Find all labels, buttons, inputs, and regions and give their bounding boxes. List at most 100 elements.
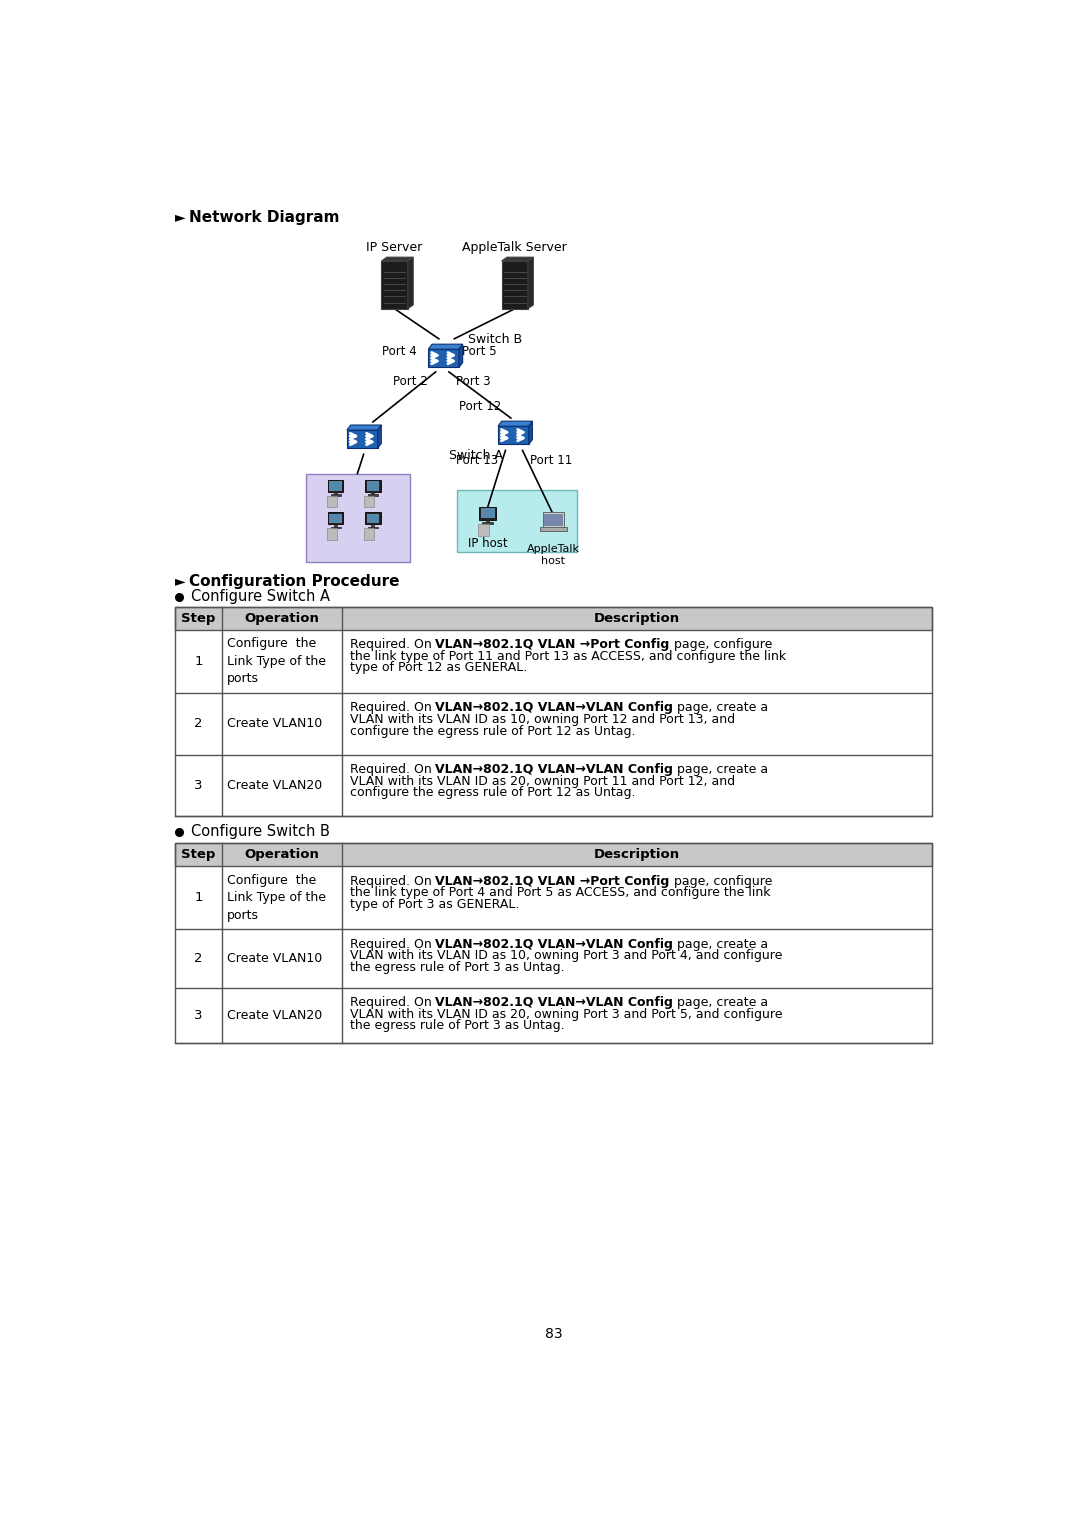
- Text: Port 13: Port 13: [456, 454, 498, 467]
- Text: configure the egress rule of Port 12 as Untag.: configure the egress rule of Port 12 as …: [350, 786, 635, 799]
- Text: page, configure: page, configure: [670, 638, 772, 652]
- Text: 83: 83: [544, 1327, 563, 1341]
- Polygon shape: [347, 431, 378, 447]
- Text: Port 3: Port 3: [456, 376, 490, 388]
- Text: Port 4: Port 4: [382, 345, 417, 359]
- Bar: [329, 513, 342, 522]
- Text: Port 5: Port 5: [462, 345, 497, 359]
- Text: type of Port 12 as GENERAL.: type of Port 12 as GENERAL.: [350, 661, 527, 675]
- Text: 2: 2: [194, 953, 203, 965]
- Polygon shape: [540, 527, 567, 531]
- Text: Create VLAN10: Create VLAN10: [227, 718, 323, 730]
- Text: 2: 2: [194, 718, 203, 730]
- Text: VLAN→802.1Q VLAN→VLAN Config: VLAN→802.1Q VLAN→VLAN Config: [435, 764, 673, 776]
- Text: Required. On: Required. On: [350, 996, 435, 1009]
- Text: Port 12: Port 12: [459, 400, 501, 414]
- Bar: [544, 513, 563, 525]
- Bar: [328, 512, 343, 524]
- Text: Operation: Operation: [244, 612, 320, 625]
- Text: ►: ►: [175, 211, 186, 224]
- Text: Switch A: Switch A: [449, 449, 503, 461]
- Text: Switch B: Switch B: [469, 333, 523, 347]
- Text: Required. On: Required. On: [350, 875, 435, 887]
- Bar: [175, 606, 932, 629]
- Text: type of Port 3 as GENERAL.: type of Port 3 as GENERAL.: [350, 898, 519, 910]
- Text: Create VLAN20: Create VLAN20: [227, 1009, 323, 1022]
- Text: 3: 3: [194, 1009, 203, 1022]
- Polygon shape: [381, 257, 414, 261]
- Text: page, create a: page, create a: [673, 996, 769, 1009]
- Bar: [175, 866, 932, 930]
- Text: 1: 1: [194, 892, 203, 904]
- Bar: [365, 479, 380, 492]
- Text: Configure Switch A: Configure Switch A: [191, 589, 329, 605]
- Text: 3: 3: [194, 779, 203, 793]
- Polygon shape: [498, 426, 529, 444]
- Bar: [334, 492, 337, 495]
- Text: Port 11: Port 11: [530, 454, 572, 467]
- Text: page, create a: page, create a: [673, 701, 769, 715]
- Text: Required. On: Required. On: [350, 701, 435, 715]
- Text: 1: 1: [194, 655, 203, 667]
- Text: the link type of Port 11 and Port 13 as ACCESS, and configure the link: the link type of Port 11 and Port 13 as …: [350, 651, 786, 663]
- Text: Required. On: Required. On: [350, 764, 435, 776]
- Text: VLAN with its VLAN ID as 10, owning Port 3 and Port 4, and configure: VLAN with its VLAN ID as 10, owning Port…: [350, 950, 782, 962]
- Text: page, create a: page, create a: [673, 938, 769, 951]
- Bar: [542, 512, 565, 527]
- Bar: [366, 481, 379, 490]
- Bar: [175, 754, 932, 815]
- Text: ►: ►: [175, 574, 186, 588]
- Bar: [334, 524, 337, 527]
- Polygon shape: [529, 421, 532, 444]
- Text: VLAN→802.1Q VLAN→VLAN Config: VLAN→802.1Q VLAN→VLAN Config: [435, 938, 673, 951]
- FancyBboxPatch shape: [306, 473, 410, 562]
- Bar: [328, 479, 343, 492]
- Bar: [327, 528, 337, 539]
- Text: Operation: Operation: [244, 847, 320, 861]
- Bar: [480, 507, 496, 519]
- Bar: [364, 528, 375, 539]
- Text: configure the egress rule of Port 12 as Untag.: configure the egress rule of Port 12 as …: [350, 725, 635, 738]
- Bar: [366, 513, 379, 522]
- Bar: [478, 524, 489, 536]
- Text: IP Server: IP Server: [366, 241, 422, 253]
- Text: the link type of Port 4 and Port 5 as ACCESS, and configure the link: the link type of Port 4 and Port 5 as AC…: [350, 886, 770, 899]
- Bar: [175, 693, 932, 754]
- Bar: [175, 930, 932, 988]
- Text: VLAN with its VLAN ID as 20, owning Port 3 and Port 5, and configure: VLAN with its VLAN ID as 20, owning Port…: [350, 1008, 782, 1022]
- Text: Step: Step: [181, 612, 216, 625]
- Text: AppleTalk Server: AppleTalk Server: [462, 241, 567, 253]
- Text: Description: Description: [594, 612, 680, 625]
- Bar: [175, 988, 932, 1043]
- Text: page, configure: page, configure: [670, 875, 772, 887]
- Bar: [175, 629, 932, 693]
- Text: IP host: IP host: [468, 536, 508, 550]
- Polygon shape: [501, 257, 534, 261]
- Text: VLAN with its VLAN ID as 10, owning Port 12 and Port 13, and: VLAN with its VLAN ID as 10, owning Port…: [350, 713, 734, 725]
- Text: VLAN with its VLAN ID as 20, owning Port 11 and Port 12, and: VLAN with its VLAN ID as 20, owning Port…: [350, 774, 734, 788]
- Text: the egress rule of Port 3 as Untag.: the egress rule of Port 3 as Untag.: [350, 960, 564, 974]
- Polygon shape: [429, 344, 462, 350]
- Text: Create VLAN10: Create VLAN10: [227, 953, 323, 965]
- Text: Port 2: Port 2: [393, 376, 428, 388]
- Text: Step: Step: [181, 847, 216, 861]
- Text: VLAN→802.1Q VLAN→VLAN Config: VLAN→802.1Q VLAN→VLAN Config: [435, 701, 673, 715]
- Bar: [482, 522, 494, 524]
- Bar: [327, 496, 337, 507]
- Text: Required. On: Required. On: [350, 938, 435, 951]
- Bar: [175, 843, 932, 866]
- Bar: [175, 843, 932, 1043]
- Text: the egress rule of Port 3 as Untag.: the egress rule of Port 3 as Untag.: [350, 1020, 564, 1032]
- Bar: [329, 481, 342, 490]
- Text: page, create a: page, create a: [673, 764, 769, 776]
- Bar: [365, 512, 380, 524]
- Text: Network Diagram: Network Diagram: [189, 209, 340, 224]
- FancyBboxPatch shape: [457, 490, 577, 553]
- Polygon shape: [429, 350, 459, 368]
- Text: Configure Switch B: Configure Switch B: [191, 825, 329, 838]
- Bar: [381, 261, 408, 308]
- Text: Required. On: Required. On: [350, 638, 435, 652]
- Bar: [501, 261, 528, 308]
- Text: AppleTalk
host: AppleTalk host: [527, 544, 580, 567]
- Text: Create VLAN20: Create VLAN20: [227, 779, 323, 793]
